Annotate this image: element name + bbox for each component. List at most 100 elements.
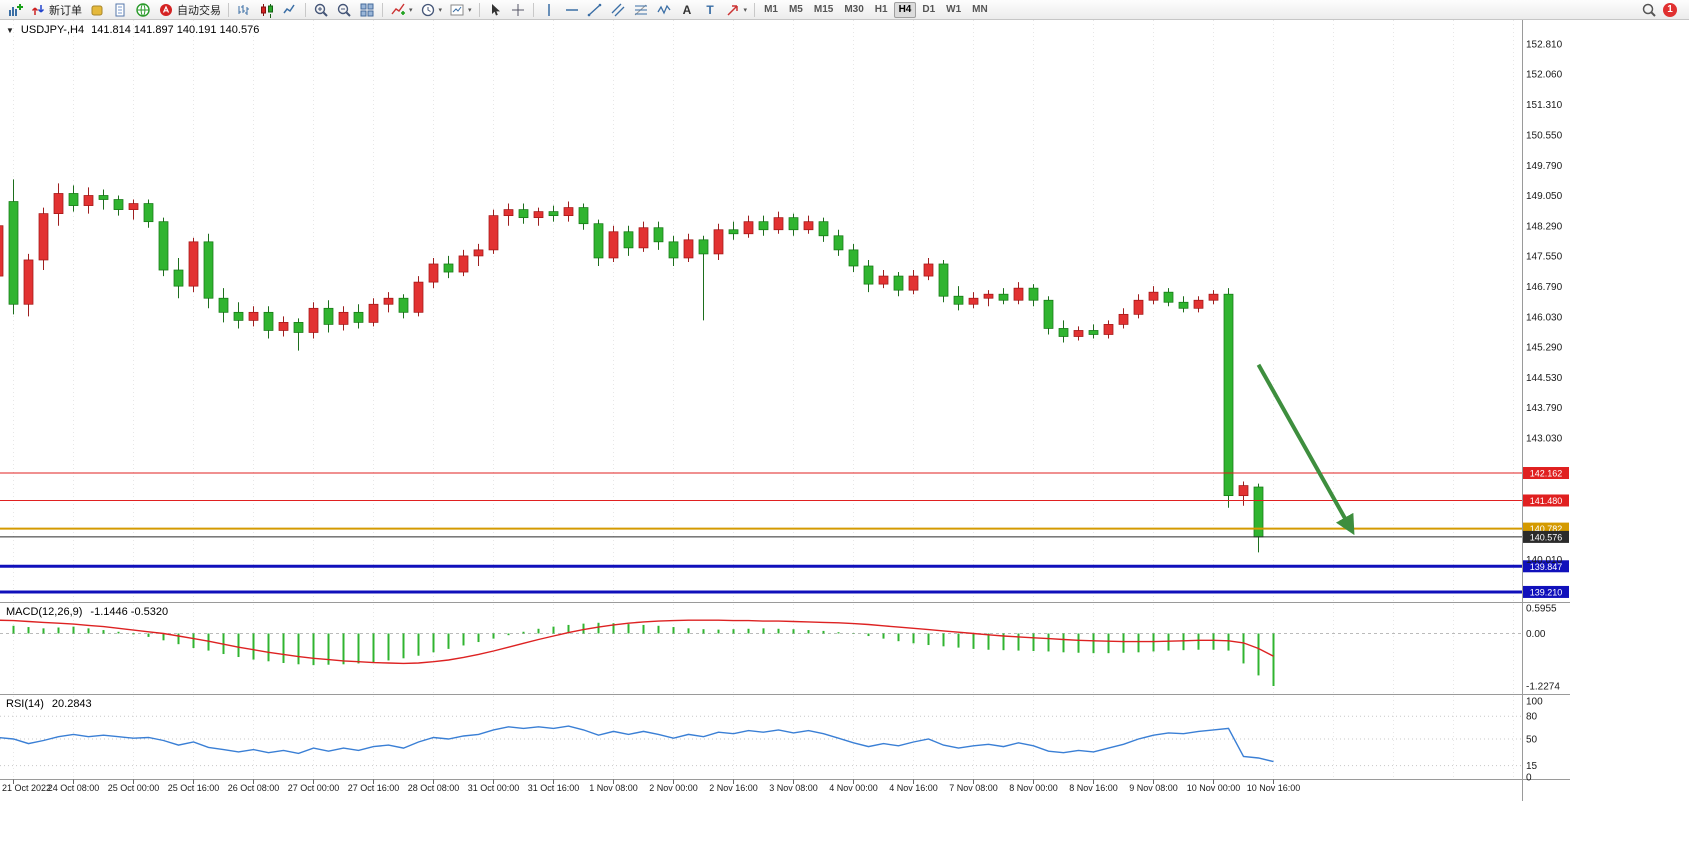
candle [968,297,979,305]
chart-screenshot-button[interactable] [109,1,131,19]
cursor-button[interactable] [484,1,506,19]
chart-symbol-period: USDJPY-,H4 [20,24,85,36]
candle [368,303,379,323]
channel-button[interactable] [607,1,629,19]
candle [1133,299,1144,315]
candle [248,311,259,321]
candle [1193,299,1204,309]
indicator-icon [390,2,406,18]
zoom-in-button[interactable] [310,1,332,19]
auto-trading-button-label: 自动交易 [177,4,221,17]
refresh-button[interactable] [132,1,154,19]
time-label: 28 Oct 08:00 [408,783,460,793]
notification-badge[interactable]: 1 [1663,2,1677,17]
vertical-line-button[interactable] [538,1,560,19]
text-label-button[interactable]: T [699,1,721,19]
search-icon [1641,2,1657,18]
candle [1028,287,1039,301]
timeframe-d1[interactable]: D1 [917,2,940,18]
search-button[interactable] [1638,1,1660,19]
horizontal-line-button[interactable] [561,1,583,19]
candles-layer [0,179,1264,553]
tile-windows-button[interactable] [356,1,378,19]
timeframe-m1[interactable]: M1 [759,2,783,18]
wave-button[interactable] [653,1,675,19]
timeframe-m30[interactable]: M30 [839,2,868,18]
time-label: 2 Nov 00:00 [649,783,698,793]
toolbar-separator [382,2,383,17]
candlestick-chart-button[interactable] [256,1,278,19]
candle [713,229,724,255]
price-tick-label: 146.790 [1526,282,1563,293]
price-tick-label: 149.050 [1526,191,1563,202]
candle [803,221,814,231]
timeframe-m15[interactable]: M15 [809,2,838,18]
trend-arrow[interactable] [1256,363,1355,536]
candle [698,239,709,255]
candle [98,195,109,200]
timeframe-mn[interactable]: MN [967,2,993,18]
candle [173,269,184,287]
time-label: 27 Oct 00:00 [288,783,340,793]
zoom-out-icon [336,2,352,18]
macd-axis-label: -1.2274 [1526,682,1560,693]
template-icon [449,2,465,18]
price-tick-label: 147.550 [1526,251,1563,262]
arrows-button[interactable]: ▾ [722,1,751,19]
price-tick-label: 150.550 [1526,131,1563,142]
candle [608,231,619,259]
hline-icon [564,2,580,18]
cylinder-icon [89,2,105,18]
line-icon [282,2,298,18]
main-toolbar: 新订单 自动交易 ▾ ▾ ▾ A T ▾ M1 M5 M15 M30 H1 H4 D1 W1 MN 1 [0,0,1689,20]
candle [1073,330,1084,337]
textT-icon: T [702,2,718,18]
auto-trading-button[interactable]: 自动交易 [155,1,224,19]
timeframe-w1[interactable]: W1 [941,2,966,18]
candle [773,217,784,231]
toolbar-separator [228,2,229,17]
price-tick-label: 143.030 [1526,434,1563,445]
candle [863,265,874,285]
trendline-button[interactable] [584,1,606,19]
candle [128,203,139,210]
timeframe-h4[interactable]: H4 [893,1,917,18]
candle [653,227,664,243]
chart-plus-icon [7,2,23,18]
chart-title: ▼ USDJPY-,H4 141.814 141.897 140.191 140… [6,24,259,36]
new-chart-button[interactable] [4,1,26,19]
current-price-badge [1523,530,1569,543]
macd-axis-label: 0.00 [1526,629,1546,640]
tile-icon [359,2,375,18]
line-chart-button[interactable] [279,1,301,19]
rsi-axis-label: 100 [1526,697,1543,708]
candle [53,193,64,214]
crosshair-button[interactable] [507,1,529,19]
templates-button[interactable]: ▾ [446,1,475,19]
new-order-button[interactable]: 新订单 [27,1,85,19]
wave-icon [656,2,672,18]
price-level-badge [1523,467,1569,480]
chart-profiles-button[interactable] [86,1,108,19]
candle [998,293,1009,301]
rsi-axis-label: 50 [1526,735,1538,746]
candle [1178,301,1189,309]
rsi-axis-label: 15 [1526,761,1538,772]
timeframe-m5[interactable]: M5 [784,2,808,18]
candle [818,221,829,237]
clock-icon [420,2,436,18]
zoom-out-button[interactable] [333,1,355,19]
arrow-draw-icon [725,2,741,18]
candle [413,281,424,313]
periods-button[interactable]: ▾ [417,1,446,19]
new-order-button-label: 新订单 [49,4,82,17]
fibonacci-button[interactable] [630,1,652,19]
candle [593,223,604,259]
timeframe-h1[interactable]: H1 [870,2,893,18]
text-button[interactable]: A [676,1,698,19]
bar-chart-button[interactable] [233,1,255,19]
candle [143,203,154,223]
candle [398,297,409,313]
chart-menu-triangle-icon[interactable]: ▼ [6,25,14,35]
indicators-button[interactable]: ▾ [387,1,416,19]
